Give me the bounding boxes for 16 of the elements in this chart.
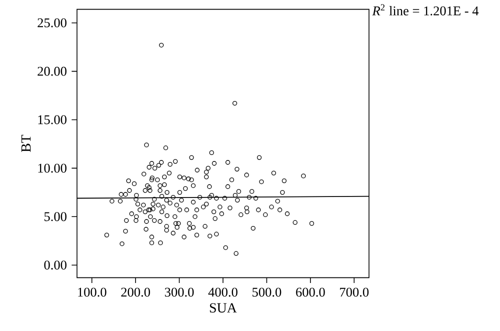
x-tick-label: 100.0 — [78, 288, 106, 297]
x-tick-label: 700.0 — [340, 288, 369, 297]
y-tick-label: 10.00 — [38, 164, 66, 173]
x-tick-label: 500.0 — [252, 288, 282, 297]
y-axis-title: BT — [21, 134, 31, 152]
x-axis-title: SUA — [210, 303, 237, 313]
y-tick-label: 15.00 — [38, 115, 66, 124]
y-tick-label: 20.00 — [38, 66, 66, 76]
x-tick-label: 300.0 — [164, 288, 194, 297]
y-tick-label: 0.00 — [44, 260, 66, 270]
x-tick-label: 200.0 — [121, 288, 150, 297]
y-tick-label: 5.00 — [44, 212, 66, 222]
x-tick-label: 400.0 — [208, 288, 238, 297]
text: R$^{2}$ line = 1.201E - 4 — [372, 4, 479, 16]
y-tick-label: 25.00 — [38, 18, 66, 28]
x-tick-label: 600.0 — [296, 288, 325, 297]
